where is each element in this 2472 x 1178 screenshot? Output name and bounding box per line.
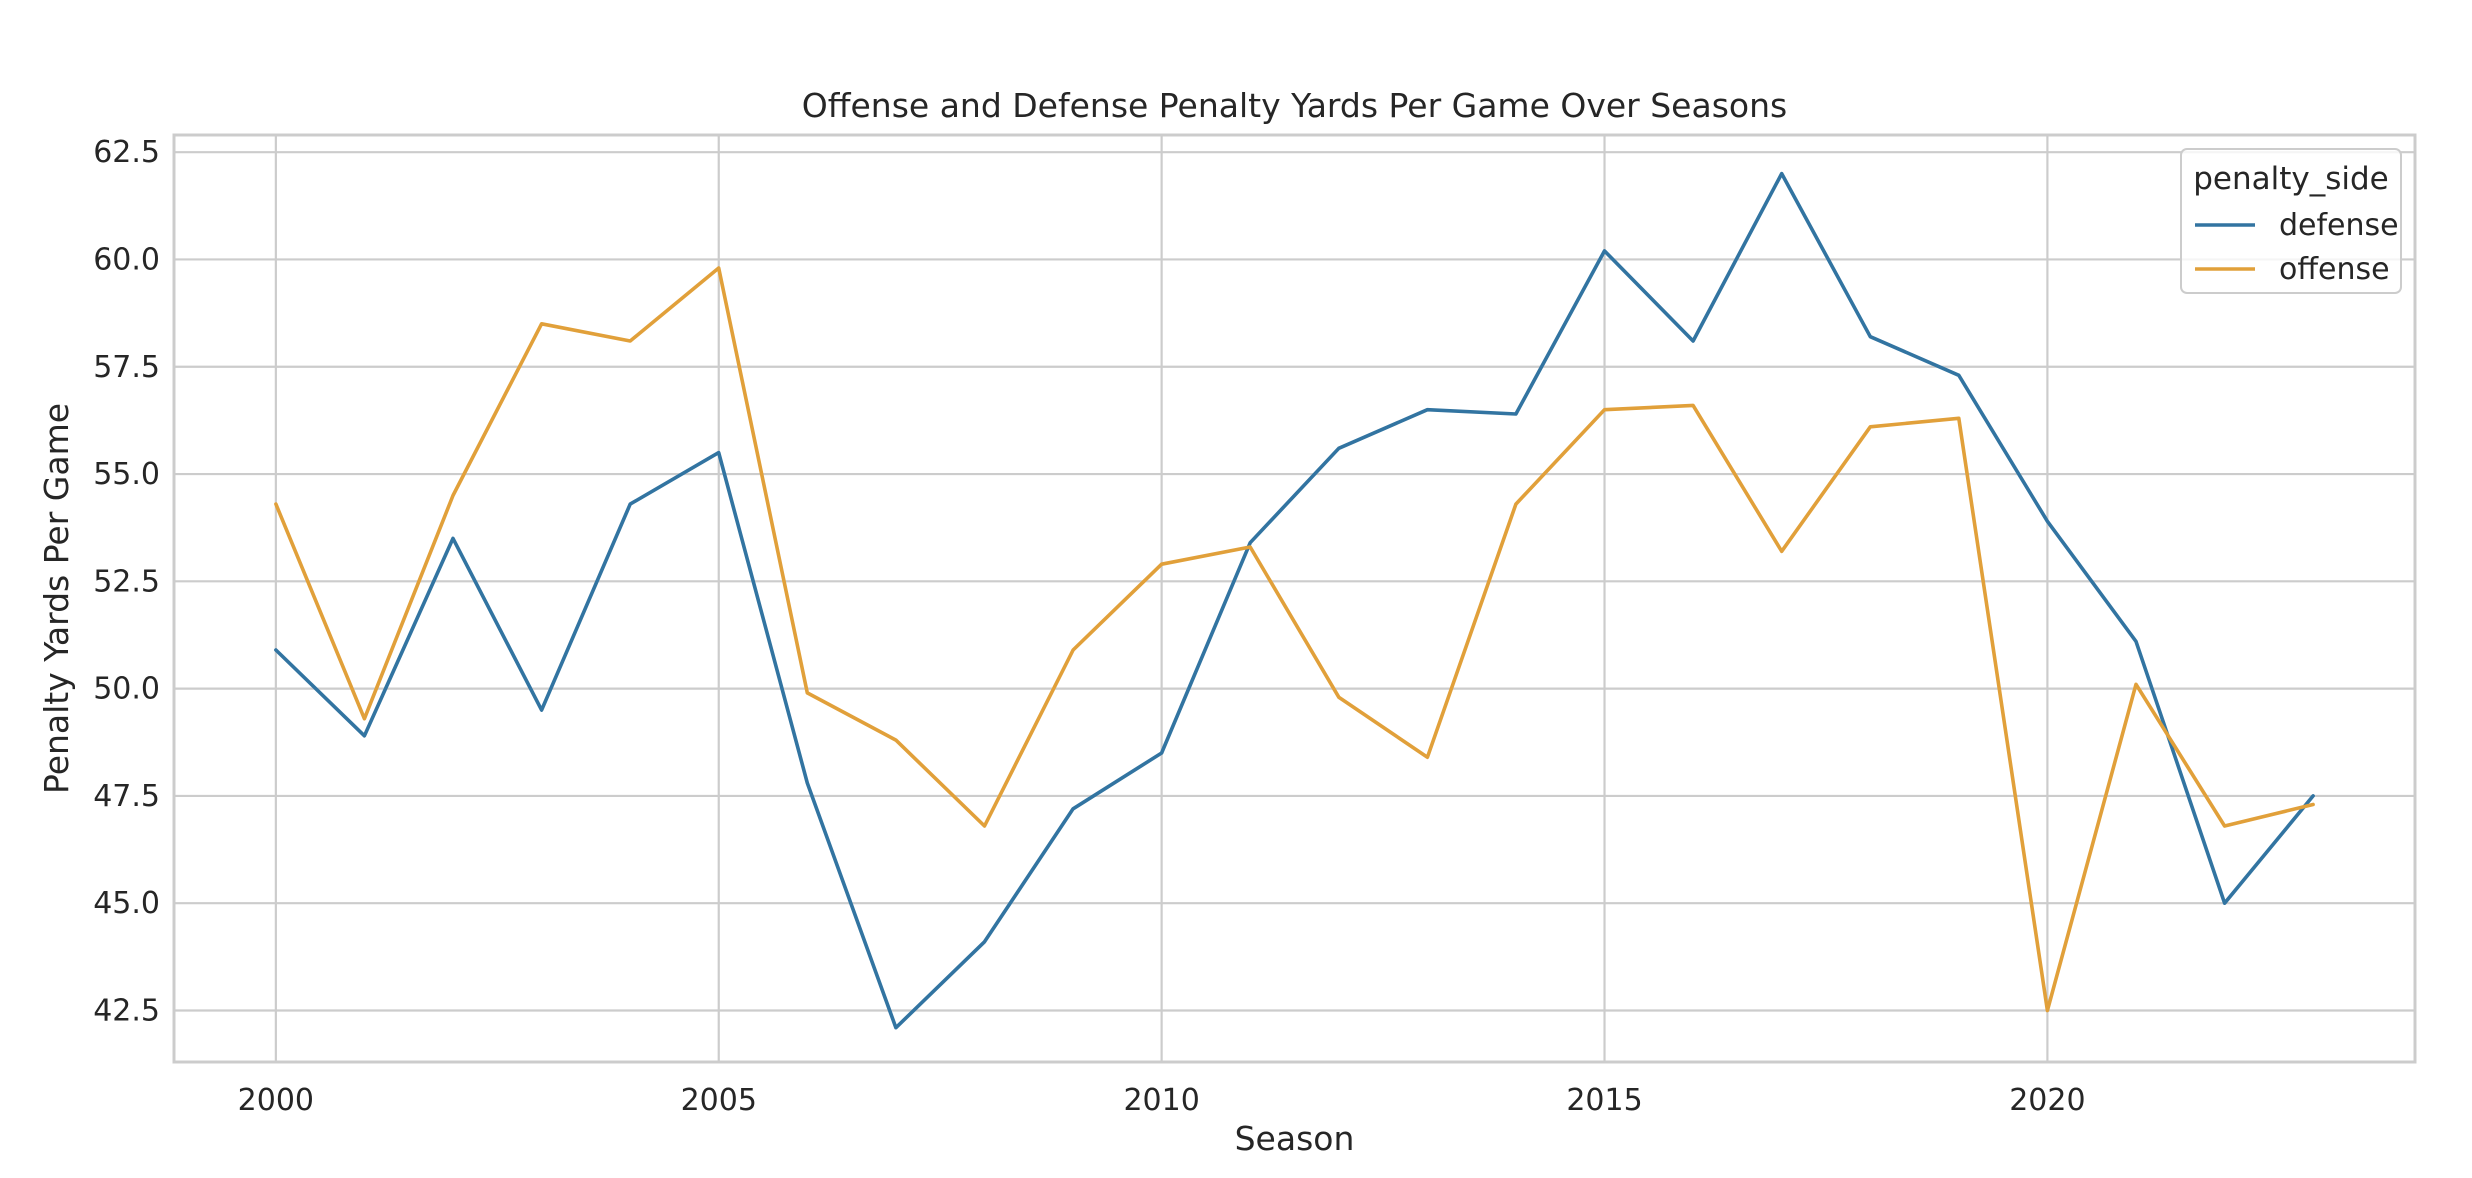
y-tick-label: 45.0: [93, 886, 160, 921]
x-tick-label: 2020: [2009, 1083, 2085, 1118]
series-line-defense: [274, 171, 2315, 1030]
x-tick-label: 2000: [238, 1083, 314, 1118]
y-tick-label: 52.5: [93, 564, 160, 599]
legend-title: penalty_side: [2193, 161, 2389, 197]
x-tick-label: 2015: [1566, 1083, 1642, 1118]
series-line-offense: [274, 266, 2315, 1013]
y-tick-label: 42.5: [93, 994, 160, 1029]
y-axis-label: Penalty Yards Per Game: [37, 403, 76, 794]
y-tick-label: 57.5: [93, 350, 160, 385]
y-tick-label: 62.5: [93, 135, 160, 170]
x-tick-label: 2005: [681, 1083, 757, 1118]
x-axis-label: Season: [1235, 1119, 1355, 1158]
legend-entries: defense offense: [2195, 208, 2399, 287]
y-tick-label: 47.5: [93, 779, 160, 814]
chart-title: Offense and Defense Penalty Yards Per Ga…: [802, 86, 1787, 125]
y-tick-label: 50.0: [93, 672, 160, 707]
grid-layer: [174, 135, 2415, 1062]
y-tick-label: 55.0: [93, 457, 160, 492]
legend-label-offense: offense: [2279, 252, 2390, 287]
legend: penalty_side defense offense: [2180, 148, 2402, 294]
tick-labels: 2000 2005 2010 2015 2020 42.5 45.0 47.5 50.0 52.5…: [93, 135, 2085, 1118]
legend-label-defense: defense: [2279, 208, 2399, 243]
x-tick-label: 2010: [1123, 1083, 1199, 1118]
series-layer: [274, 171, 2315, 1030]
legend-box: [2180, 148, 2402, 294]
y-tick-label: 60.0: [93, 242, 160, 277]
plot-frame: [172, 133, 2417, 1064]
